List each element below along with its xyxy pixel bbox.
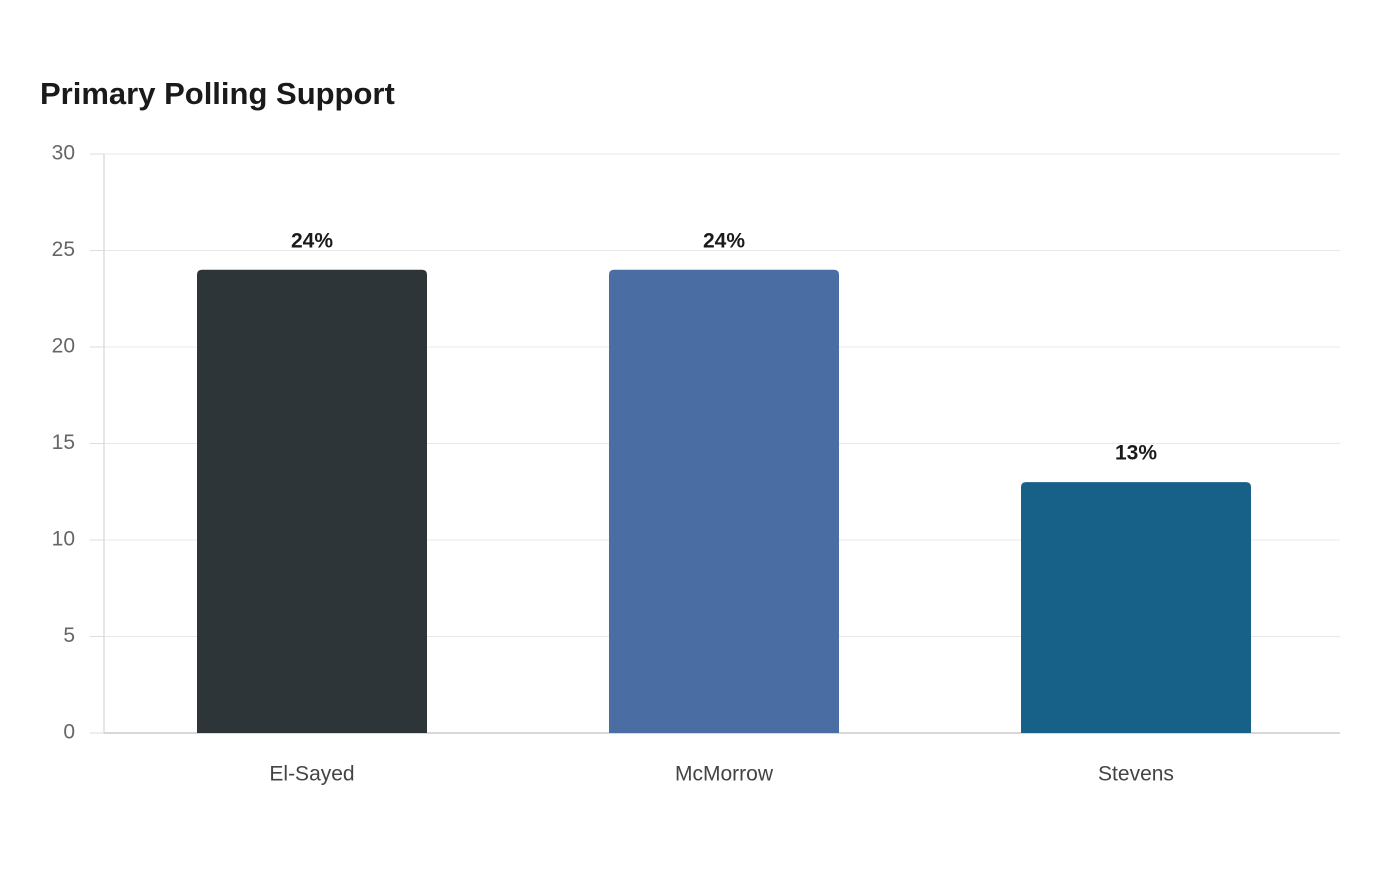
- value-label: 24%: [703, 229, 745, 252]
- x-tick-label: El-Sayed: [269, 763, 354, 786]
- chart-title: Primary Polling Support: [40, 76, 395, 111]
- y-tick-label: 5: [63, 624, 75, 647]
- value-label: 13%: [1115, 442, 1157, 465]
- y-tick-label: 10: [52, 528, 75, 551]
- bar: [197, 269, 427, 733]
- x-tick-label: Stevens: [1098, 763, 1174, 786]
- x-tick-label: McMorrow: [675, 763, 774, 786]
- bar: [1021, 482, 1251, 733]
- y-tick-label: 30: [52, 142, 75, 165]
- value-label: 24%: [291, 229, 333, 252]
- y-tick-label: 15: [52, 431, 75, 454]
- y-tick-label: 0: [63, 721, 75, 744]
- bar: [609, 269, 839, 733]
- y-tick-label: 20: [52, 335, 75, 358]
- y-tick-label: 25: [52, 238, 75, 261]
